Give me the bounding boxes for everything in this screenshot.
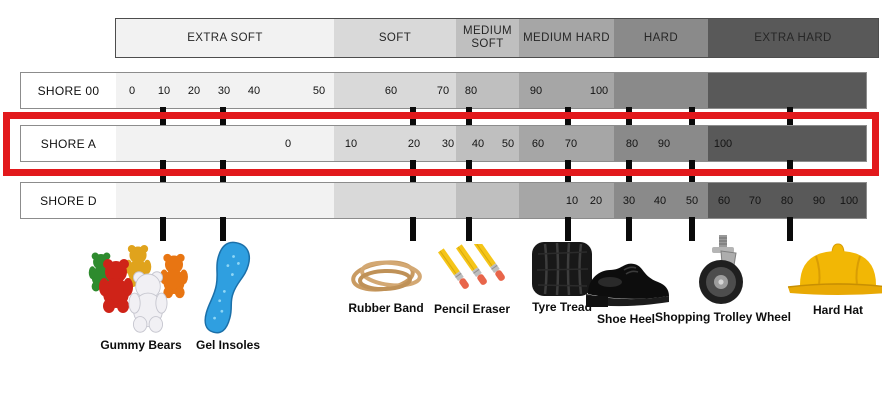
- item-tyre-tread: Tyre Tread: [525, 240, 599, 314]
- shore-d-value-80: 80: [780, 194, 794, 207]
- shore-a-highlight-box: [3, 112, 879, 176]
- shore-a-value-0: 0: [284, 137, 292, 150]
- row-band-3: [519, 126, 614, 161]
- shore-d-value-100: 100: [839, 194, 859, 207]
- shore-00-value-20: 20: [187, 84, 201, 97]
- shore-d-value-70: 70: [748, 194, 762, 207]
- row-band-0: [116, 73, 334, 108]
- rubber-band-image: [351, 260, 422, 292]
- tyre-tread-image: [532, 242, 592, 296]
- zone-extra-soft: EXTRA SOFT: [116, 19, 334, 57]
- shore-d-value-50: 50: [685, 194, 699, 207]
- row-label-shore-d: SHORE D: [40, 193, 97, 208]
- shore-d-value-40: 40: [653, 194, 667, 207]
- shoe-heel-image: [586, 263, 669, 307]
- row-band-2: [456, 73, 519, 108]
- shopping-trolley-wheel-image: [699, 235, 743, 304]
- alignment-tick: [626, 217, 632, 241]
- item-rubber-band: Rubber Band: [345, 253, 427, 315]
- row-band-3: [519, 73, 614, 108]
- row-band-4: [614, 126, 708, 161]
- shore-00-value-10: 10: [157, 84, 171, 97]
- shore-00-value-40: 40: [247, 84, 261, 97]
- pencil-eraser-image: [437, 244, 507, 291]
- item-shoe-heel: Shoe Heel: [580, 246, 672, 326]
- shore-a-value-50: 50: [501, 137, 515, 150]
- alignment-tick: [689, 217, 695, 241]
- alignment-tick: [160, 217, 166, 241]
- shore-d-value-10: 10: [565, 194, 579, 207]
- shore-00-value-0: 0: [128, 84, 136, 97]
- item-shopping-trolley-wheel: Shopping Trolley Wheel: [653, 234, 793, 324]
- shore-00-value-80: 80: [464, 84, 478, 97]
- row-band-1: [334, 126, 456, 161]
- row-band-0: [116, 126, 334, 161]
- item-label: Shopping Trolley Wheel: [654, 310, 791, 324]
- zone-hard: HARD: [614, 19, 708, 57]
- zone-soft: SOFT: [334, 19, 456, 57]
- shore-a-value-40: 40: [471, 137, 485, 150]
- shore-d-value-30: 30: [622, 194, 636, 207]
- item-pencil-eraser: Pencil Eraser: [428, 244, 516, 316]
- alignment-tick: [220, 217, 226, 241]
- item-label: Tyre Tread: [532, 300, 592, 314]
- alignment-tick: [787, 217, 793, 241]
- row-band-1: [334, 73, 456, 108]
- item-hard-hat: Hard Hat: [783, 239, 882, 317]
- row-band-0: [116, 183, 334, 218]
- alignment-tick: [466, 217, 472, 241]
- row-band-5: [708, 73, 866, 108]
- row-band-2: [456, 183, 519, 218]
- zone-medium-soft: MEDIUM SOFT: [456, 19, 519, 57]
- row-shore-00: SHORE 00 0 10 20 30 40 50 60 70 80 90 100: [20, 72, 867, 109]
- shore-a-value-90: 90: [657, 137, 671, 150]
- row-label-shore-00: SHORE 00: [37, 83, 100, 98]
- item-label: Gel Insoles: [195, 338, 261, 352]
- shore-a-value-20: 20: [407, 137, 421, 150]
- row-shore-a: SHORE A 0 10 20 30 40 50 60 70 80 90 100: [20, 125, 867, 162]
- item-label: Pencil Eraser: [433, 302, 511, 316]
- row-band-3: [519, 183, 614, 218]
- shore-00-value-50: 50: [312, 84, 326, 97]
- zone-extra-hard: EXTRA HARD: [708, 19, 878, 57]
- row-band-4: [614, 183, 708, 218]
- shore-00-value-90: 90: [529, 84, 543, 97]
- shore-d-value-90: 90: [812, 194, 826, 207]
- shore-a-value-60: 60: [531, 137, 545, 150]
- shore-d-value-60: 60: [717, 194, 731, 207]
- zone-medium-hard: MEDIUM HARD: [519, 19, 614, 57]
- shore-00-value-100: 100: [589, 84, 609, 97]
- shore-00-value-70: 70: [436, 84, 450, 97]
- gummy-bears-image: [88, 244, 188, 333]
- row-shore-d: SHORE D 10 20 30 40 50 60 70 80 90 100: [20, 182, 867, 219]
- shore-a-value-100: 100: [713, 137, 733, 150]
- shore-a-value-30: 30: [441, 137, 455, 150]
- row-band-1: [334, 183, 456, 218]
- item-gel-insoles: Gel Insoles: [192, 240, 264, 352]
- item-gummy-bears: Gummy Bears: [86, 236, 196, 352]
- item-label: Rubber Band: [348, 301, 424, 315]
- hard-hat-image: [787, 243, 882, 295]
- hardness-category-header: EXTRA SOFT SOFT MEDIUM SOFT MEDIUM HARD HARD…: [115, 18, 879, 58]
- row-band-2: [456, 126, 519, 161]
- row-band-4: [614, 73, 708, 108]
- item-label: Shoe Heel: [596, 312, 656, 326]
- shore-a-value-70: 70: [564, 137, 578, 150]
- alignment-tick: [410, 217, 416, 241]
- shore-00-value-30: 30: [217, 84, 231, 97]
- shore-a-value-80: 80: [625, 137, 639, 150]
- alignment-tick: [565, 217, 571, 241]
- shore-d-value-20: 20: [589, 194, 603, 207]
- row-band-5: [708, 183, 866, 218]
- gel-insoles-image: [204, 241, 251, 334]
- row-label-shore-a: SHORE A: [40, 136, 97, 151]
- shore-a-value-10: 10: [344, 137, 358, 150]
- item-label: Hard Hat: [812, 303, 863, 317]
- row-band-5: [708, 126, 866, 161]
- shore-00-value-60: 60: [384, 84, 398, 97]
- item-label: Gummy Bears: [100, 338, 182, 352]
